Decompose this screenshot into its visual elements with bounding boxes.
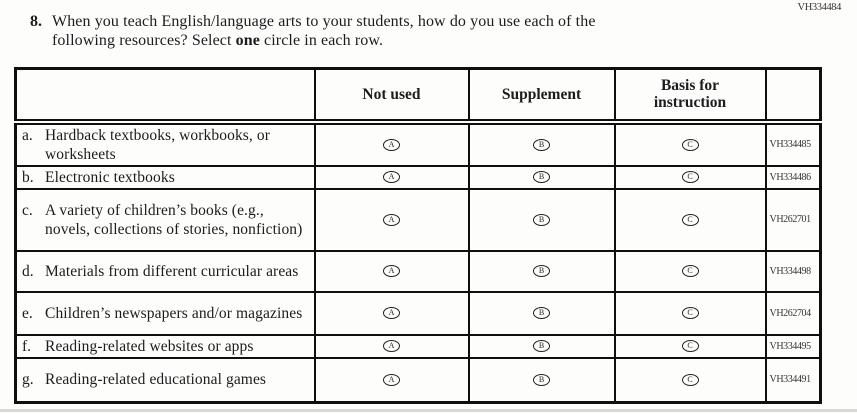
row-letter: d. [22,262,34,280]
question-line2-before: following resources? Select [52,32,236,49]
table-row-c: c. A variety of children’s books (e.g., n… [14,187,822,252]
option-bubble-a[interactable]: A [383,265,400,278]
not-used-cell: A [313,249,470,293]
row-code: VH334486 [764,164,822,190]
supplement-cell: B [467,164,616,190]
option-bubble-b[interactable]: B [533,265,550,278]
question-number: 8. [30,13,42,30]
option-bubble-b[interactable]: B [533,138,550,151]
row-code: VH334495 [764,333,822,359]
option-bubble-b[interactable]: B [533,374,550,387]
not-used-cell: A [313,356,470,404]
option-bubble-c[interactable]: C [681,374,699,387]
row-letter: f. [22,337,32,355]
option-bubble-a[interactable]: A [383,213,400,226]
not-used-cell: A [313,120,470,167]
table-row-e: e. Children’s newspapers and/or magazines… [14,290,822,336]
option-bubble-c[interactable]: C [681,138,699,151]
basis-cell: C [613,164,767,190]
question-block: 8. When you teach English/language arts … [30,12,750,50]
row-letter: a. [22,126,33,144]
basis-cell: C [613,333,767,359]
column-header-basis-for-instruction: Basis for instruction [613,67,767,125]
column-header-not-used: Not used [313,67,470,125]
row-label-text: Electronic textbooks [45,168,175,186]
supplement-cell: B [467,356,616,404]
row-label: a. Hardback textbooks, workbooks, or work… [14,120,316,167]
basis-cell: C [613,356,767,404]
accession-code-top: VH334484 [797,2,842,13]
option-bubble-b[interactable]: B [533,340,550,353]
supplement-cell: B [467,290,616,336]
option-bubble-b[interactable]: B [533,171,550,184]
page-bottom-scan-band [0,409,857,412]
option-bubble-b[interactable]: B [533,213,550,226]
row-label-text: Children’s newspapers and/or magazines [45,304,303,322]
row-label: c. A variety of children’s books (e.g., n… [14,187,316,252]
option-bubble-a[interactable]: A [383,138,400,151]
row-label: f. Reading-related websites or apps [14,333,316,359]
row-letter: e. [22,304,33,322]
table-row-g: g. Reading-related educational games A B … [14,356,822,404]
column-header-code-blank [764,67,822,125]
row-label: e. Children’s newspapers and/or magazines [14,290,316,336]
basis-cell: C [613,187,767,252]
row-code: VH262701 [764,187,822,252]
row-code: VH334498 [764,249,822,293]
option-bubble-b[interactable]: B [533,307,550,320]
table-row-a: a. Hardback textbooks, workbooks, or work… [14,120,822,167]
row-label-text: Hardback textbooks, workbooks, or worksh… [45,126,270,163]
not-used-cell: A [313,290,470,336]
question-text: When you teach English/language arts to … [52,12,596,50]
row-label-text: A variety of children’s books (e.g., nov… [45,201,303,238]
supplement-cell: B [467,120,616,167]
column-header-blank [14,67,316,125]
option-bubble-c[interactable]: C [681,265,699,278]
not-used-cell: A [313,333,470,359]
table-row-f: f. Reading-related websites or apps A B C… [14,333,822,359]
option-bubble-a[interactable]: A [383,374,400,387]
option-bubble-a[interactable]: A [383,340,400,353]
not-used-cell: A [313,187,470,252]
row-label: d. Materials from different curricular ar… [14,249,316,293]
row-label: g. Reading-related educational games [14,356,316,404]
row-letter: b. [22,168,34,186]
option-bubble-c[interactable]: C [681,171,699,184]
basis-cell: C [613,120,767,167]
supplement-cell: B [467,249,616,293]
row-letter: c. [22,201,33,219]
row-label-text: Materials from different curricular area… [45,262,299,280]
row-code: VH334491 [764,356,822,404]
option-bubble-c[interactable]: C [681,340,699,353]
question-line2-after: circle in each row. [259,32,384,49]
option-bubble-c[interactable]: C [681,307,699,320]
table-row-d: d. Materials from different curricular ar… [14,249,822,293]
column-header-supplement: Supplement [467,67,616,125]
supplement-cell: B [467,187,616,252]
question-line2-bold: one [235,32,260,49]
not-used-cell: A [313,164,470,190]
row-label-text: Reading-related websites or apps [45,337,254,355]
option-bubble-a[interactable]: A [383,171,400,184]
header-row: Not used Supplement Basis for instructio… [14,67,822,125]
row-label-text: Reading-related educational games [45,371,267,389]
row-code: VH334485 [764,120,822,167]
resources-response-table: Not used Supplement Basis for instructio… [14,67,822,404]
table-row-b: b. Electronic textbooks A B C VH334486 [14,164,822,190]
supplement-cell: B [467,333,616,359]
basis-cell: C [613,249,767,293]
basis-cell: C [613,290,767,336]
option-bubble-a[interactable]: A [383,307,400,320]
option-bubble-c[interactable]: C [681,213,699,226]
row-letter: g. [22,371,34,389]
row-label: b. Electronic textbooks [14,164,316,190]
question-line1: When you teach English/language arts to … [52,13,596,30]
row-code: VH262704 [764,290,822,336]
